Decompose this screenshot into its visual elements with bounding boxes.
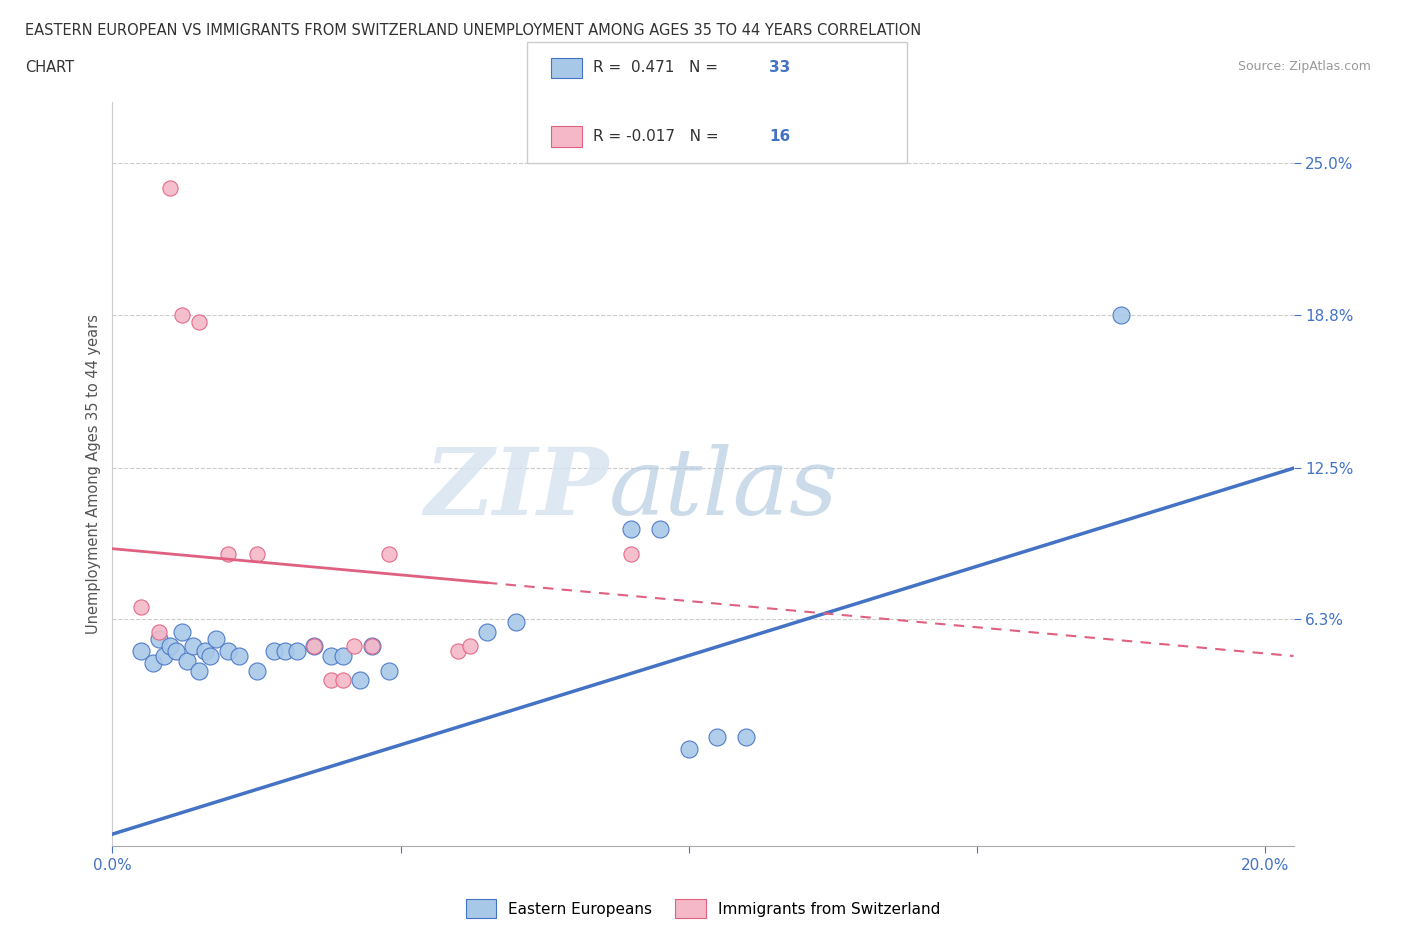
Point bbox=[217, 644, 239, 658]
Text: EASTERN EUROPEAN VS IMMIGRANTS FROM SWITZERLAND UNEMPLOYMENT AMONG AGES 35 TO 44: EASTERN EUROPEAN VS IMMIGRANTS FROM SWIT… bbox=[25, 23, 921, 38]
Text: R = -0.017   N =: R = -0.017 N = bbox=[593, 129, 724, 144]
Point bbox=[148, 631, 170, 646]
Text: atlas: atlas bbox=[609, 445, 838, 534]
Text: 16: 16 bbox=[769, 129, 790, 144]
Point bbox=[129, 644, 152, 658]
Text: 33: 33 bbox=[769, 60, 790, 75]
Point bbox=[170, 307, 193, 322]
Point bbox=[187, 314, 209, 329]
Point bbox=[187, 663, 209, 678]
Point bbox=[129, 600, 152, 615]
Point bbox=[200, 648, 222, 663]
Point bbox=[148, 624, 170, 639]
Point bbox=[447, 644, 470, 658]
Point bbox=[274, 644, 297, 658]
Text: Source: ZipAtlas.com: Source: ZipAtlas.com bbox=[1237, 60, 1371, 73]
Point bbox=[378, 546, 401, 561]
Point bbox=[228, 648, 250, 663]
Point bbox=[735, 729, 758, 744]
Point bbox=[360, 639, 382, 654]
Point bbox=[349, 673, 371, 688]
Point bbox=[142, 656, 165, 671]
Point bbox=[475, 624, 498, 639]
Point bbox=[505, 615, 527, 630]
Point bbox=[378, 663, 401, 678]
Point bbox=[263, 644, 285, 658]
Point bbox=[648, 522, 671, 537]
Point bbox=[343, 639, 366, 654]
Point bbox=[332, 648, 354, 663]
Point bbox=[153, 648, 176, 663]
Point bbox=[245, 546, 267, 561]
Point bbox=[332, 673, 354, 688]
Point bbox=[194, 644, 217, 658]
Point bbox=[159, 180, 181, 195]
Point bbox=[302, 639, 325, 654]
Point bbox=[620, 546, 643, 561]
Point bbox=[205, 631, 228, 646]
Text: CHART: CHART bbox=[25, 60, 75, 75]
Text: R =  0.471   N =: R = 0.471 N = bbox=[593, 60, 723, 75]
Point bbox=[360, 639, 382, 654]
Text: ZIP: ZIP bbox=[425, 445, 609, 534]
Point bbox=[159, 639, 181, 654]
Point bbox=[706, 729, 728, 744]
Point bbox=[1109, 307, 1132, 322]
Point bbox=[217, 546, 239, 561]
Point bbox=[678, 741, 700, 756]
Point bbox=[165, 644, 187, 658]
Point bbox=[176, 654, 198, 669]
Point bbox=[321, 648, 343, 663]
Point bbox=[181, 639, 204, 654]
Point bbox=[245, 663, 267, 678]
Legend: Eastern Europeans, Immigrants from Switzerland: Eastern Europeans, Immigrants from Switz… bbox=[460, 894, 946, 924]
Point bbox=[302, 639, 325, 654]
Point bbox=[321, 673, 343, 688]
Y-axis label: Unemployment Among Ages 35 to 44 years: Unemployment Among Ages 35 to 44 years bbox=[86, 314, 101, 634]
Point bbox=[458, 639, 481, 654]
Point bbox=[285, 644, 308, 658]
Point bbox=[620, 522, 643, 537]
Point bbox=[170, 624, 193, 639]
